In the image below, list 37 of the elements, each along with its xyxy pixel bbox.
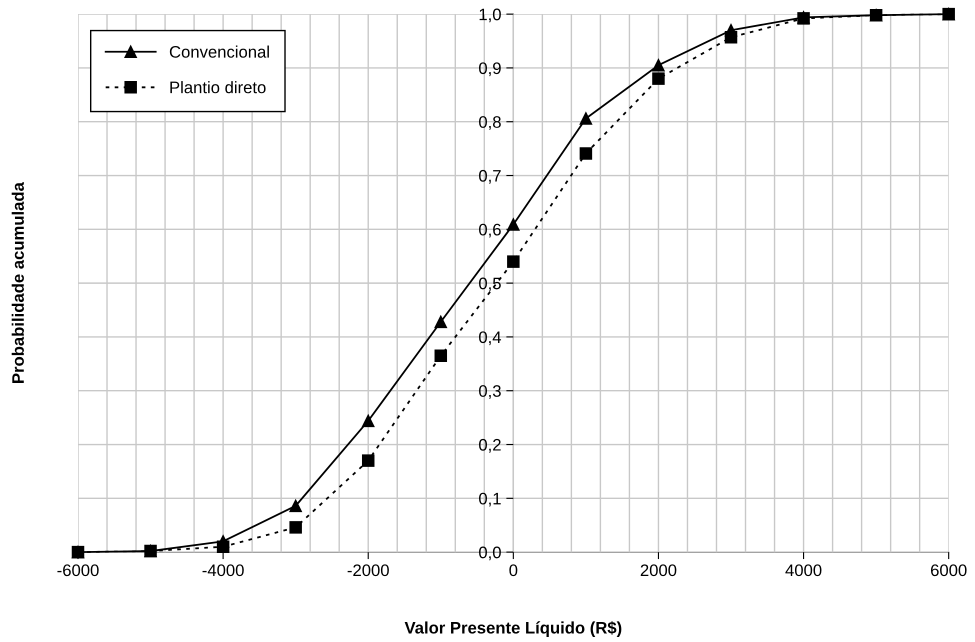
point bbox=[434, 350, 448, 362]
point bbox=[652, 58, 665, 72]
legend-label: Convencional bbox=[170, 46, 269, 58]
point bbox=[507, 255, 520, 268]
y-tick-label: 1,0 bbox=[480, 8, 501, 22]
x-tick-label: -4000 bbox=[202, 564, 244, 576]
point bbox=[580, 112, 592, 125]
point bbox=[289, 521, 302, 534]
y-tick-label: 0,2 bbox=[479, 438, 501, 453]
point bbox=[362, 414, 374, 428]
point bbox=[434, 316, 448, 328]
y-axis-title: Probabilidade acumulada bbox=[12, 182, 24, 383]
point bbox=[362, 454, 374, 467]
x-tick-label: 4000 bbox=[785, 564, 822, 576]
point bbox=[289, 500, 302, 512]
x-tick-label: 2000 bbox=[640, 564, 676, 576]
point bbox=[144, 544, 157, 558]
point bbox=[870, 8, 882, 22]
x-tick-label: -2000 bbox=[348, 564, 389, 576]
y-tick-label: 0,7 bbox=[479, 170, 501, 184]
point bbox=[216, 540, 230, 553]
point bbox=[652, 72, 665, 85]
legend-label: Plantio direto bbox=[170, 81, 266, 94]
x-axis-title: Valor Presente Líquido (R$) bbox=[404, 621, 622, 637]
x-tick-label: 6000 bbox=[930, 564, 967, 576]
y-tick-label: 0,1 bbox=[479, 492, 501, 506]
point bbox=[507, 218, 520, 231]
y-tick-label: 0,8 bbox=[479, 116, 501, 130]
y-tick-label: 0,3 bbox=[479, 385, 501, 399]
x-tick-label: 0 bbox=[509, 564, 518, 576]
y-tick-label: 0,6 bbox=[479, 224, 501, 238]
y-tick-label: 0,9 bbox=[479, 62, 501, 76]
x-tick-label: -6000 bbox=[57, 564, 99, 576]
point bbox=[580, 147, 592, 160]
y-tick-label: 0,4 bbox=[479, 331, 502, 346]
y-tick-label: 0,5 bbox=[479, 278, 501, 292]
point bbox=[724, 31, 738, 44]
